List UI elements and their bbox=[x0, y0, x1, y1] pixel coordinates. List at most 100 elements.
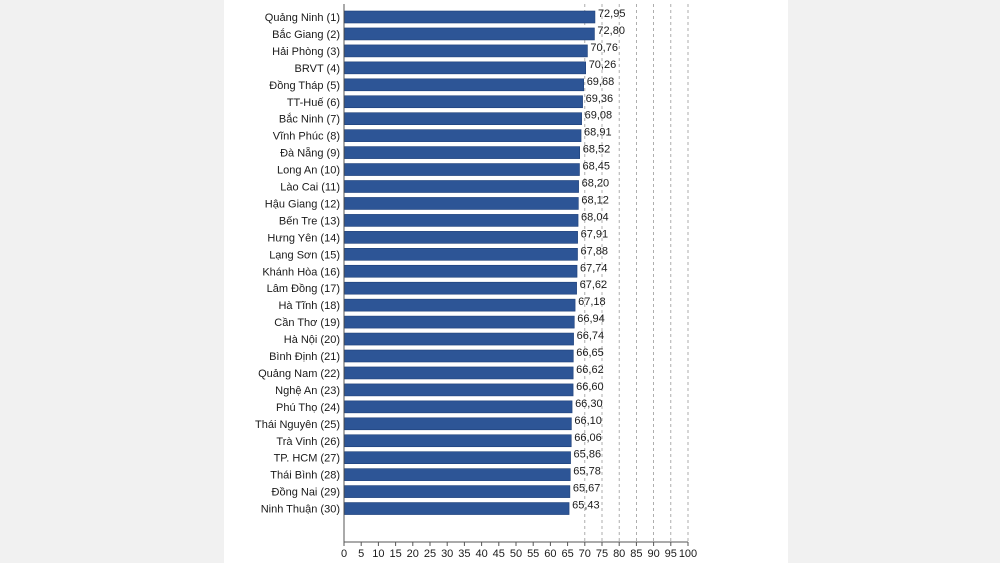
value-label: 66,10 bbox=[574, 415, 602, 427]
category-label: Bắc Giang (2) bbox=[272, 28, 340, 41]
category-label: Cần Thơ (19) bbox=[274, 317, 340, 329]
bar bbox=[344, 44, 588, 58]
bar bbox=[344, 214, 579, 227]
value-label: 65,86 bbox=[574, 449, 602, 461]
category-label: BRVT (4) bbox=[295, 63, 340, 75]
category-label: Quảng Ninh (1) bbox=[265, 12, 340, 24]
category-label: TT-Huế (6) bbox=[287, 97, 340, 109]
value-label: 67,18 bbox=[578, 296, 606, 308]
bar bbox=[344, 332, 574, 346]
category-label: Hải Phòng (3) bbox=[272, 46, 340, 58]
category-label: Đồng Nai (29) bbox=[272, 487, 340, 499]
category-label: Ninh Thuận (30) bbox=[261, 504, 340, 516]
bar bbox=[344, 129, 582, 142]
x-tick-label: 10 bbox=[372, 548, 384, 560]
x-tick-label: 40 bbox=[475, 548, 487, 560]
chart-panel: Quảng Ninh (1) Bắc Giang (2) Hải Phòng (3)… bbox=[224, 0, 788, 563]
x-axis: 0 5 10 15 20 25 30 35 40 45 50 55 60 65 70 75 80 85 90 95 10… bbox=[341, 4, 697, 560]
value-label: 65,78 bbox=[573, 466, 601, 478]
value-label: 72,95 bbox=[598, 8, 626, 20]
bar bbox=[344, 10, 596, 24]
bar bbox=[344, 248, 578, 261]
category-label: Nghệ An (23) bbox=[275, 385, 340, 397]
category-label: Thái Nguyên (25) bbox=[255, 419, 340, 431]
x-tick-label: 35 bbox=[458, 548, 470, 560]
x-tick-label: 90 bbox=[647, 548, 659, 560]
x-tick-label: 30 bbox=[441, 548, 453, 560]
value-label: 66,94 bbox=[577, 313, 605, 325]
x-tick-label: 60 bbox=[544, 548, 556, 560]
category-label: Đà Nẵng (9) bbox=[280, 147, 340, 160]
value-label: 66,65 bbox=[576, 347, 604, 359]
x-tick-label: 45 bbox=[493, 548, 505, 560]
value-label: 67,88 bbox=[581, 245, 609, 257]
bar bbox=[344, 27, 595, 41]
bar bbox=[344, 112, 582, 125]
category-label: Hà Tĩnh (18) bbox=[278, 300, 340, 312]
value-label: 65,43 bbox=[572, 500, 600, 512]
bar bbox=[344, 146, 581, 159]
bar bbox=[344, 281, 577, 295]
x-tick-label: 55 bbox=[527, 548, 539, 560]
bar bbox=[344, 231, 578, 244]
category-label: Bình Định (21) bbox=[269, 351, 340, 363]
x-tick-label: 25 bbox=[424, 548, 436, 560]
category-label: Đồng Tháp (5) bbox=[269, 80, 340, 92]
category-label: Hậu Giang (12) bbox=[265, 198, 340, 210]
x-tick-label: 95 bbox=[665, 548, 677, 560]
value-label: 70,26 bbox=[589, 59, 617, 71]
bar bbox=[344, 502, 570, 515]
value-label: 72,80 bbox=[597, 25, 625, 37]
bars bbox=[344, 10, 596, 515]
value-label: 68,45 bbox=[582, 161, 610, 173]
bar bbox=[344, 315, 575, 329]
bar bbox=[344, 95, 583, 109]
x-tick-label: 15 bbox=[389, 548, 401, 560]
value-label: 69,36 bbox=[586, 93, 614, 105]
value-label: 66,06 bbox=[574, 432, 602, 444]
x-tick-label: 0 bbox=[341, 548, 347, 560]
x-tick-label: 75 bbox=[596, 548, 608, 560]
value-label: 66,60 bbox=[576, 381, 604, 393]
category-label: Phú Thọ (24) bbox=[276, 402, 340, 414]
bar-chart: Quảng Ninh (1) Bắc Giang (2) Hải Phòng (3)… bbox=[255, 4, 697, 560]
category-label: Thái Bình (28) bbox=[270, 470, 340, 482]
x-tick-label: 20 bbox=[407, 548, 419, 560]
bar bbox=[344, 264, 578, 278]
value-label: 66,74 bbox=[577, 330, 605, 342]
value-labels: 72,95 72,80 70,76 70,26 69,68 69,36 69,08 68,91… bbox=[572, 8, 625, 512]
value-label: 67,62 bbox=[580, 279, 608, 291]
value-label: 67,74 bbox=[580, 262, 608, 274]
bar bbox=[344, 417, 572, 431]
bar bbox=[344, 61, 586, 75]
bar bbox=[344, 197, 579, 210]
value-label: 68,04 bbox=[581, 211, 609, 223]
category-label: Hưng Yên (14) bbox=[267, 232, 340, 244]
category-label: Lâm Đồng (17) bbox=[267, 283, 340, 295]
value-label: 69,08 bbox=[585, 110, 613, 122]
value-label: 69,68 bbox=[587, 76, 615, 88]
bar bbox=[344, 434, 572, 448]
bar bbox=[344, 451, 571, 465]
bar bbox=[344, 383, 574, 397]
value-label: 70,76 bbox=[590, 42, 618, 54]
category-label: Vĩnh Phúc (8) bbox=[273, 131, 340, 143]
value-label: 66,62 bbox=[576, 364, 604, 376]
category-label: Khánh Hòa (16) bbox=[262, 266, 340, 278]
category-label: Lào Cai (11) bbox=[280, 182, 340, 194]
x-tick-label: 70 bbox=[579, 548, 591, 560]
bar bbox=[344, 485, 571, 498]
bar bbox=[344, 298, 576, 312]
value-label: 68,52 bbox=[583, 144, 611, 156]
x-tick-label: 50 bbox=[510, 548, 522, 560]
value-label: 68,12 bbox=[581, 194, 609, 206]
category-label: Bắc Ninh (7) bbox=[279, 113, 340, 126]
x-tick-label: 100 bbox=[679, 548, 697, 560]
value-label: 65,67 bbox=[573, 483, 601, 495]
value-label: 68,20 bbox=[582, 178, 610, 190]
category-label: Bến Tre (13) bbox=[279, 215, 340, 227]
bar bbox=[344, 180, 579, 193]
category-label: Lạng Sơn (15) bbox=[269, 249, 340, 261]
x-tick-label: 65 bbox=[561, 548, 573, 560]
x-tick-label: 80 bbox=[613, 548, 625, 560]
